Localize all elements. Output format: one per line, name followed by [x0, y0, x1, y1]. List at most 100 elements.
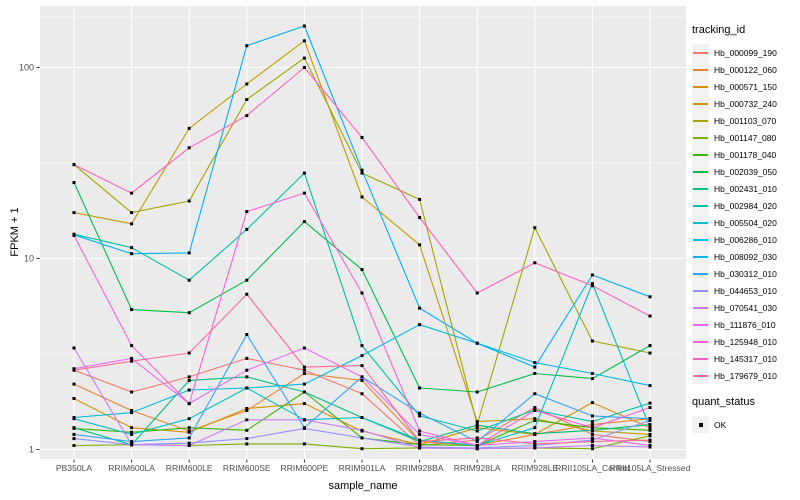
- data-point: [648, 314, 652, 318]
- data-point: [130, 246, 134, 250]
- data-point: [245, 114, 249, 118]
- data-point: [418, 323, 422, 327]
- legend-label: Hb_030312_010: [714, 268, 777, 279]
- data-point: [533, 442, 537, 446]
- data-point: [590, 436, 594, 440]
- data-point: [475, 436, 479, 440]
- data-point: [533, 261, 537, 265]
- data-point: [72, 426, 76, 430]
- data-point: [648, 428, 652, 432]
- data-point: [360, 375, 364, 379]
- legend-key-line: [693, 68, 708, 71]
- legend-label: Hb_008092_030: [714, 251, 777, 262]
- data-point: [648, 444, 652, 447]
- data-point: [418, 446, 422, 450]
- data-point: [130, 252, 134, 256]
- data-point: [418, 197, 422, 201]
- legend-label: Hb_070541_030: [714, 302, 777, 313]
- data-point: [475, 420, 479, 424]
- legend-key-line: [693, 323, 708, 326]
- legend-key-line: [693, 357, 708, 360]
- y-tick-label: 100: [19, 63, 34, 73]
- data-point: [245, 428, 249, 432]
- data-point: [360, 392, 364, 396]
- data-point: [648, 384, 652, 388]
- data-point: [187, 436, 191, 440]
- data-point: [72, 444, 76, 447]
- x-axis-title: sample_name: [328, 480, 398, 492]
- data-point: [475, 447, 479, 451]
- data-point: [590, 273, 594, 277]
- data-point: [130, 390, 134, 394]
- legend-key-swatch: [692, 214, 709, 231]
- legend-item-Hb_001103_070: Hb_001103_070: [692, 112, 798, 129]
- data-point: [245, 333, 249, 336]
- data-point: [590, 420, 594, 424]
- data-point: [187, 441, 191, 445]
- data-point: [72, 432, 76, 436]
- data-point: [590, 372, 594, 375]
- legend-key-line: [693, 204, 708, 207]
- data-point: [72, 416, 76, 419]
- x-tick-label: RRIM928LE: [511, 463, 558, 473]
- legend-key-swatch: [692, 129, 709, 146]
- data-point: [648, 434, 652, 438]
- data-point: [360, 436, 364, 440]
- data-point: [360, 344, 364, 348]
- data-point: [360, 195, 364, 199]
- data-point: [187, 417, 191, 421]
- data-point: [302, 191, 306, 195]
- legend-label: Hb_002431_010: [714, 183, 777, 194]
- data-point: [245, 409, 249, 412]
- data-point: [130, 440, 134, 444]
- data-point: [590, 414, 594, 418]
- legend-group-quant-status: quant_status OK: [692, 396, 798, 433]
- data-point: [302, 426, 306, 430]
- legend-key-swatch: [692, 350, 709, 367]
- data-point: [590, 428, 594, 432]
- data-point: [418, 443, 422, 447]
- data-point: [475, 341, 479, 345]
- legend-key-swatch: [692, 78, 709, 95]
- legend-key-swatch: [692, 95, 709, 112]
- data-point: [533, 426, 537, 430]
- legend-label: Hb_005504_020: [714, 217, 777, 228]
- legend-label: Hb_002984_020: [714, 200, 777, 211]
- data-point: [590, 447, 594, 451]
- legend-key-line: [693, 238, 708, 241]
- legend-key-swatch: [692, 180, 709, 197]
- legend-label: Hb_044653_010: [714, 285, 777, 296]
- legend-key-swatch: [692, 44, 709, 61]
- legend-label: Hb_000571_150: [714, 81, 777, 92]
- legend-label: Hb_006286_010: [714, 234, 777, 245]
- legend-items-tracking-id: Hb_000099_190 Hb_000122_060 Hb_000571_150 H…: [692, 44, 798, 384]
- data-point: [475, 390, 479, 394]
- data-point: [187, 430, 191, 434]
- data-point: [187, 444, 191, 447]
- legend-item-Hb_000099_190: Hb_000099_190: [692, 44, 798, 61]
- legend-item-Hb_125948_010: Hb_125948_010: [692, 333, 798, 350]
- legend-label: Hb_001103_070: [714, 115, 777, 126]
- data-point: [418, 216, 422, 219]
- data-point: [360, 447, 364, 451]
- data-point: [130, 211, 134, 215]
- data-point: [245, 292, 249, 296]
- legend-key-line: [693, 306, 708, 309]
- data-point: [418, 432, 422, 436]
- legend-item-Hb_000732_240: Hb_000732_240: [692, 95, 798, 112]
- data-point: [245, 82, 249, 86]
- data-point: [130, 426, 134, 430]
- data-point: [648, 351, 652, 355]
- data-point: [533, 432, 537, 436]
- data-point: [648, 401, 652, 405]
- data-point: [475, 429, 479, 433]
- legend-label: Hb_145317_010: [714, 353, 777, 364]
- data-point: [245, 437, 249, 441]
- data-point: [648, 426, 652, 430]
- data-point: [590, 423, 594, 427]
- data-point: [72, 368, 76, 372]
- data-point: [302, 39, 306, 43]
- data-point: [418, 414, 422, 418]
- legend-label: Hb_111876_010: [714, 319, 776, 330]
- legend-label: Hb_179679_010: [714, 370, 777, 381]
